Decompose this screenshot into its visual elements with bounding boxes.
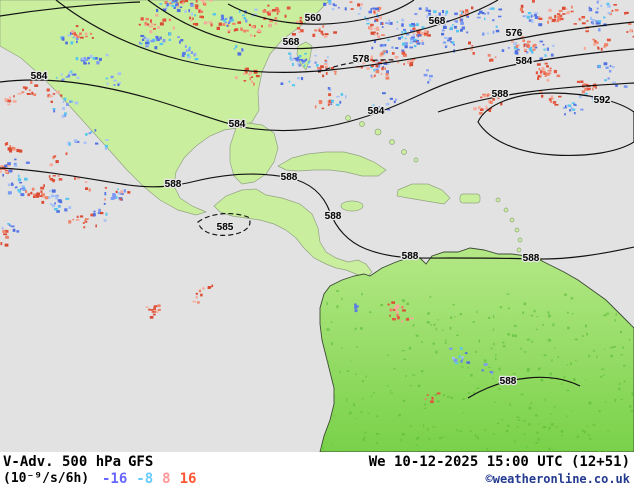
- model-label: GFS: [128, 454, 154, 470]
- legend-value: -16: [102, 471, 128, 487]
- landmass-south-america: [319, 247, 634, 452]
- weather-map: 560 568 568 576 578 584 584 588 592 584 584 588 588 5…: [0, 0, 634, 452]
- parameter-label: V-Adv. 500 hPa: [3, 454, 122, 470]
- contour-label: 584: [31, 71, 48, 82]
- contour-label: 588: [402, 251, 419, 262]
- contour-label: 568: [429, 16, 446, 27]
- contour-568: [147, 0, 499, 50]
- contour-label: 584: [516, 56, 533, 67]
- contour-588-south: [467, 376, 581, 399]
- legend-value: 8: [162, 471, 171, 487]
- contour-label: 592: [594, 95, 611, 106]
- contour-label: 588: [523, 253, 540, 264]
- contour-label: 585: [217, 222, 234, 233]
- landmass-central-america: [213, 188, 373, 279]
- legend-value: 16: [179, 471, 197, 487]
- landmass-north: [0, 0, 543, 279]
- copyright-label: ©weatheronline.co.uk: [485, 472, 631, 486]
- contour-588-central: [0, 167, 634, 260]
- advection-speckles: [0, 0, 634, 403]
- contour-labels: 560 568 568 576 578 584 584 588 592 584 584 588 588 5…: [29, 12, 612, 389]
- contour-560: [227, 0, 415, 25]
- valid-time-label: We 10-12-2025 15:00 UTC (12+51): [368, 454, 630, 470]
- contour-label: 560: [305, 13, 322, 24]
- legend-value: -8: [136, 471, 154, 487]
- map-area: 560 568 568 576 578 584 584 588 592 584 584 588 588 5…: [0, 0, 634, 452]
- contour-label: 588: [165, 179, 182, 190]
- height-contours: [0, 0, 634, 399]
- contour-592: [477, 92, 634, 156]
- landmass-yucatan: [229, 122, 279, 185]
- contour-584: [0, 48, 634, 132]
- contour-label: 578: [353, 54, 370, 65]
- color-legend: -16 -8 8 16: [102, 471, 196, 487]
- footer-row-2: (10⁻⁹/s/6h) -16 -8 8 16 ©weatheronline.co.u…: [0, 471, 634, 488]
- contour-label: 588: [281, 172, 298, 183]
- islands-bahamas: [345, 115, 419, 163]
- contour-label: 584: [229, 119, 246, 130]
- contour-label: 584: [368, 106, 385, 117]
- contour-576: [55, 0, 634, 73]
- landmass-mexico: [0, 0, 331, 216]
- contour-label: 568: [283, 37, 300, 48]
- footer: V-Adv. 500 hPa GFS We 10-12-2025 15:00 U…: [0, 452, 634, 490]
- contour-588-northeast: [437, 82, 634, 113]
- contour-label: 576: [506, 28, 523, 39]
- contour-label: 588: [500, 376, 517, 387]
- island-cuba: [277, 151, 387, 177]
- contour-585: [197, 212, 251, 236]
- contour-label: 588: [492, 89, 509, 100]
- contour-label: 588: [325, 211, 342, 222]
- island-hispaniola: [396, 183, 451, 205]
- contour-topleft: [0, 1, 141, 17]
- island-jamaica: [340, 200, 364, 212]
- footer-row-1: V-Adv. 500 hPa GFS We 10-12-2025 15:00 U…: [0, 454, 634, 471]
- unit-label: (10⁻⁹/s/6h): [3, 471, 90, 486]
- island-puerto-rico: [459, 193, 481, 204]
